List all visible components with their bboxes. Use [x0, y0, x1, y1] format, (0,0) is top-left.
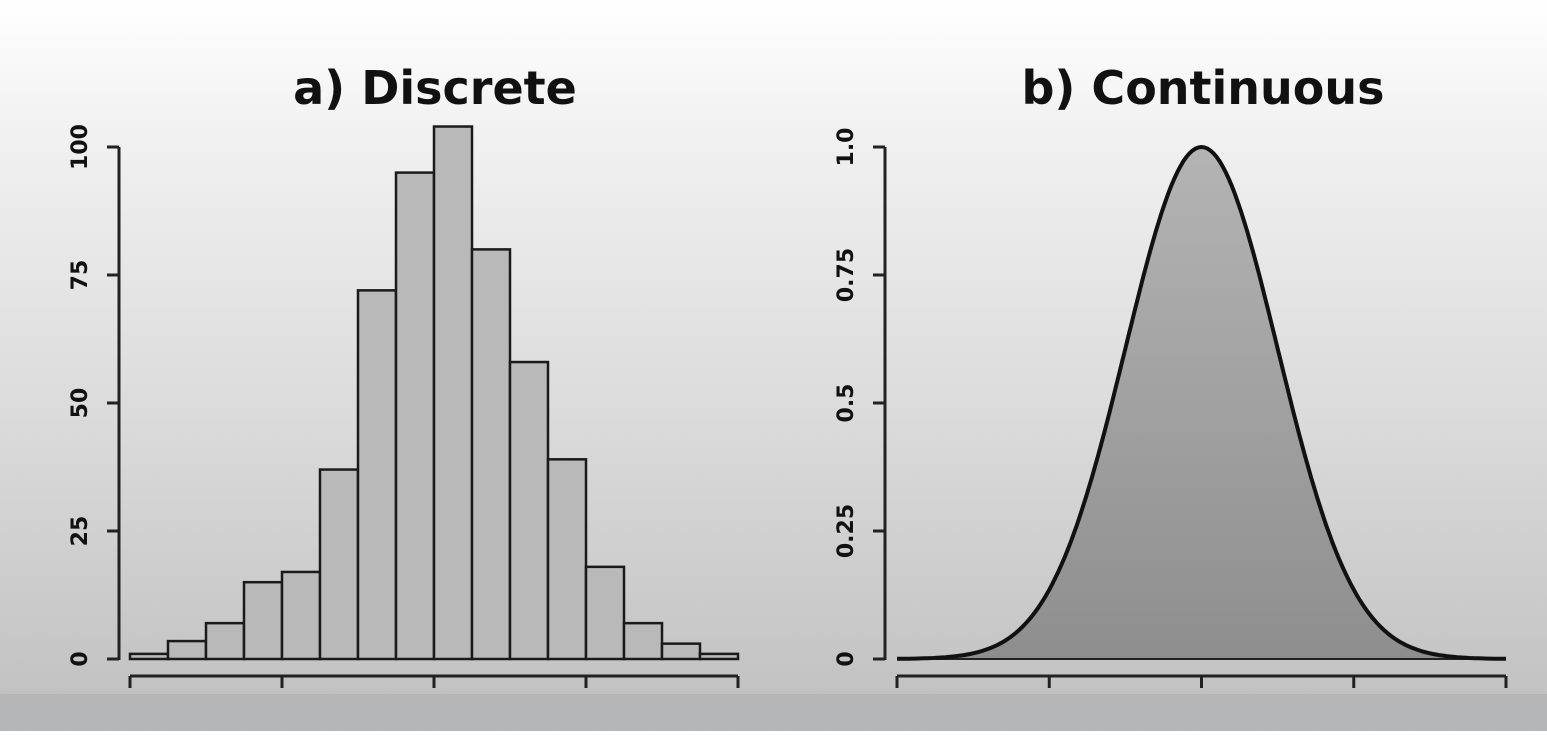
continuous-y-tick-label: 0 [834, 651, 859, 666]
histogram-bar [584, 565, 626, 661]
discrete-y-tick-label: 100 [68, 124, 93, 170]
histogram-bar [546, 458, 588, 661]
histogram-bar [698, 652, 740, 661]
density-curve [897, 144, 1506, 661]
bottom-strip [0, 694, 1547, 731]
discrete-y-tick-label: 0 [68, 651, 93, 666]
density-area [897, 147, 1506, 659]
continuous-density: b) Continuous 00.250.50.751.0 -2-1012 [834, 61, 1514, 722]
histogram-bar [356, 289, 398, 661]
histogram-bar [318, 468, 360, 661]
discrete-y-tick-label: 25 [68, 516, 93, 547]
histogram-bar [470, 248, 512, 661]
histogram-bar [394, 171, 436, 661]
discrete-title: a) Discrete [293, 61, 577, 115]
discrete-y-tick-label: 50 [68, 388, 93, 419]
histogram-bar [622, 621, 664, 661]
continuous-y-axis: 0 0.25 0.5 0.75 1.0 [834, 128, 887, 667]
histogram-bar [128, 652, 170, 661]
histogram-bar [280, 570, 322, 661]
continuous-y-tick-label: 0.25 [834, 504, 859, 558]
continuous-y-tick-label: 0.5 [834, 384, 859, 423]
discrete-y-axis: 0 25 50 75 100 [68, 124, 121, 667]
histogram-bar [166, 639, 208, 661]
histogram-bar [432, 125, 474, 661]
discrete-y-tick-label: 75 [68, 260, 93, 291]
histogram-bar [508, 360, 550, 661]
continuous-y-tick-label: 0.75 [834, 248, 859, 302]
continuous-title: b) Continuous [1021, 61, 1384, 115]
histogram-bars [128, 125, 740, 661]
histogram-bar [204, 621, 246, 661]
histogram-bar [242, 580, 284, 661]
continuous-y-tick-label: 1.0 [834, 128, 859, 167]
histogram-bar [660, 642, 702, 661]
